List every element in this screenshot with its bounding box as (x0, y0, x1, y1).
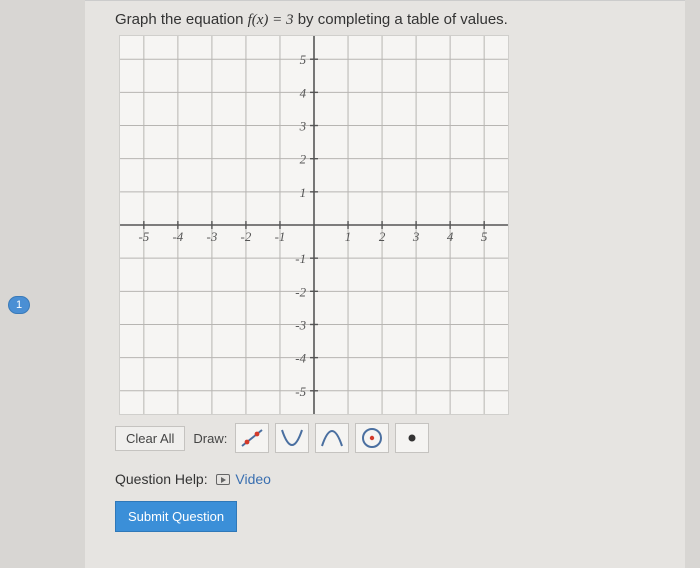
tool-parabola-up[interactable] (275, 423, 309, 453)
help-label: Question Help: (115, 471, 208, 487)
question-help: Question Help: Video (115, 471, 655, 487)
prompt-before: Graph the equation (115, 11, 248, 28)
parabola-down-icon (318, 426, 346, 450)
svg-text:1: 1 (345, 229, 351, 244)
tool-line-with-points[interactable] (235, 423, 269, 453)
svg-text:-3: -3 (295, 317, 306, 332)
prompt-math: f(x) = 3 (248, 12, 294, 28)
svg-text:-2: -2 (241, 229, 252, 244)
svg-text:1: 1 (300, 185, 306, 200)
draw-toolbar: Clear All Draw: (115, 423, 655, 453)
svg-text:2: 2 (300, 152, 307, 167)
circle-center-icon (358, 426, 386, 450)
svg-text:-2: -2 (295, 284, 306, 299)
svg-text:5: 5 (481, 229, 488, 244)
coordinate-grid[interactable]: -5 -4 -3 -2 -1 1 2 3 4 5 5 4 3 2 1 -1 -2 -3 -4 -5 (119, 35, 509, 415)
svg-text:4: 4 (447, 229, 454, 244)
clear-all-button[interactable]: Clear All (115, 426, 185, 451)
video-link[interactable]: Video (235, 471, 271, 487)
submit-question-button[interactable]: Submit Question (115, 501, 237, 532)
svg-text:-5: -5 (138, 229, 149, 244)
svg-text:4: 4 (300, 85, 307, 100)
svg-text:3: 3 (299, 119, 307, 134)
tool-circle-center[interactable] (355, 423, 389, 453)
page-nav: 1 (8, 295, 30, 314)
line-with-points-icon (238, 426, 266, 450)
question-panel: Graph the equation f(x) = 3 by completin… (85, 0, 685, 568)
tool-point[interactable] (395, 423, 429, 453)
parabola-up-icon (278, 426, 306, 450)
svg-text:3: 3 (412, 229, 420, 244)
prompt-text: Graph the equation f(x) = 3 by completin… (115, 9, 655, 35)
svg-text:-4: -4 (295, 351, 306, 366)
graph-area[interactable]: -5 -4 -3 -2 -1 1 2 3 4 5 5 4 3 2 1 -1 -2 -3 -4 -5 (119, 35, 509, 415)
prompt-after: by completing a table of values. (294, 11, 508, 28)
tool-parabola-down[interactable] (315, 423, 349, 453)
svg-text:2: 2 (379, 229, 386, 244)
video-icon (216, 474, 230, 485)
svg-text:5: 5 (300, 52, 307, 67)
svg-text:-1: -1 (295, 251, 306, 266)
svg-text:-4: -4 (172, 229, 183, 244)
draw-label: Draw: (193, 431, 227, 446)
svg-text:-1: -1 (275, 229, 286, 244)
page-badge[interactable]: 1 (8, 296, 30, 314)
point-icon (398, 426, 426, 450)
svg-text:-5: -5 (295, 384, 306, 399)
svg-text:-3: -3 (207, 229, 218, 244)
